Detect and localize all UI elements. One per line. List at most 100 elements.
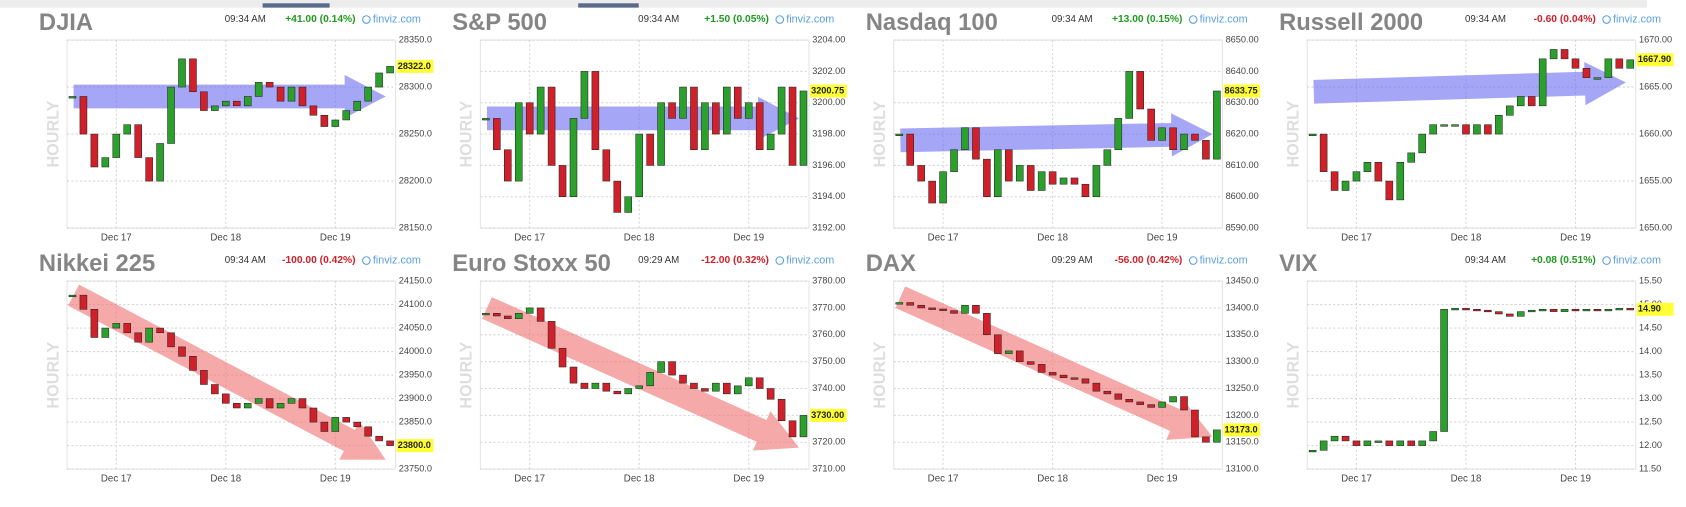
y-tick-label: 1660.00 [1639,128,1672,138]
candle [701,102,709,151]
candle [353,421,362,428]
y-tick-label: 28250.0 [399,128,432,138]
candle [591,71,600,151]
candle [895,302,904,305]
candle [580,71,589,119]
candle [983,313,991,336]
candle [1593,308,1602,312]
candle [961,127,969,151]
candle [232,403,241,409]
candle [950,310,958,314]
candle [167,332,175,348]
candle [134,124,142,158]
candle [1191,133,1199,141]
candle [536,307,545,322]
candle [265,398,274,409]
candle [580,382,589,389]
current-price: 3200.75 [811,85,844,95]
y-tick-label: 23900.0 [399,393,432,403]
candle [690,382,698,389]
chart-title: Nikkei 225 [39,250,155,277]
candle [972,127,980,160]
candle [1396,440,1405,446]
source: finviz.com [1200,13,1248,25]
x-tick-label: Dec 18 [210,232,241,243]
y-tick-label: 13350.0 [1226,329,1259,339]
candle [646,372,654,387]
y-tick-label: 28200.0 [399,176,432,186]
x-tick-label: Dec 18 [210,473,241,484]
y-tick-label: 13.50 [1639,370,1662,380]
candle [156,327,164,334]
candle [1571,58,1580,69]
candle [68,96,77,99]
candle [1363,440,1372,446]
candle [1330,435,1339,442]
candle [733,385,742,395]
candle [1147,108,1155,141]
candle [1180,133,1188,151]
y-tick-label: 8650.00 [1226,34,1259,44]
candle [287,398,296,404]
source-icon [1188,256,1198,265]
candle [635,133,643,198]
candle [1352,171,1361,182]
x-tick-label: Dec 19 [733,473,764,484]
candle [1473,124,1481,135]
x-tick-label: Dec 17 [101,232,132,243]
candle [1158,401,1166,408]
x-tick-label: Dec 18 [1037,473,1068,484]
change: -100.00 (0.42%) [282,255,356,266]
y-axis-label: HOURLY [871,341,889,408]
candle [895,133,904,136]
candle [744,377,753,387]
candle [1506,313,1514,317]
y-axis-label: HOURLY [871,100,889,167]
y-axis-label: HOURLY [458,100,476,167]
candle [744,102,753,119]
candle [766,133,775,151]
candle [1005,350,1013,354]
candle [679,374,687,384]
y-tick-label: 23950.0 [399,370,432,380]
candle [1495,114,1503,135]
candle [504,149,512,182]
y-tick-label: 14.00 [1639,346,1662,356]
candle [1308,450,1317,453]
y-tick-label: 1650.00 [1639,223,1672,233]
candle [189,356,197,371]
source: finviz.com [786,254,834,266]
candle [123,124,132,135]
candle [657,102,665,166]
candle [1213,429,1221,443]
current-price-box [396,59,434,73]
y-tick-label: 3196.00 [812,160,845,170]
candle [558,347,567,368]
y-tick-label: 13250.0 [1226,383,1259,393]
candle [1549,49,1558,60]
trend-arrow [1313,61,1626,106]
current-price-box [1636,302,1674,316]
candle [200,370,208,385]
candle [917,165,925,182]
candle [1202,436,1210,443]
x-tick-label: Dec 18 [624,473,655,484]
candle [1538,308,1547,312]
candle [178,58,186,88]
top-bar [0,0,1648,8]
candle [1026,165,1035,191]
candle [167,86,175,144]
candle [200,91,208,111]
candle [331,417,340,432]
trend-arrow [482,297,800,451]
y-tick-label: 13400.0 [1226,302,1259,312]
chart-title: VIX [1279,250,1317,277]
candle [353,100,362,111]
x-tick-label: Dec 17 [928,232,959,243]
candle [342,417,351,423]
x-tick-label: Dec 19 [320,232,351,243]
candle [514,102,523,182]
source-icon [775,15,785,24]
candle [1615,308,1624,311]
